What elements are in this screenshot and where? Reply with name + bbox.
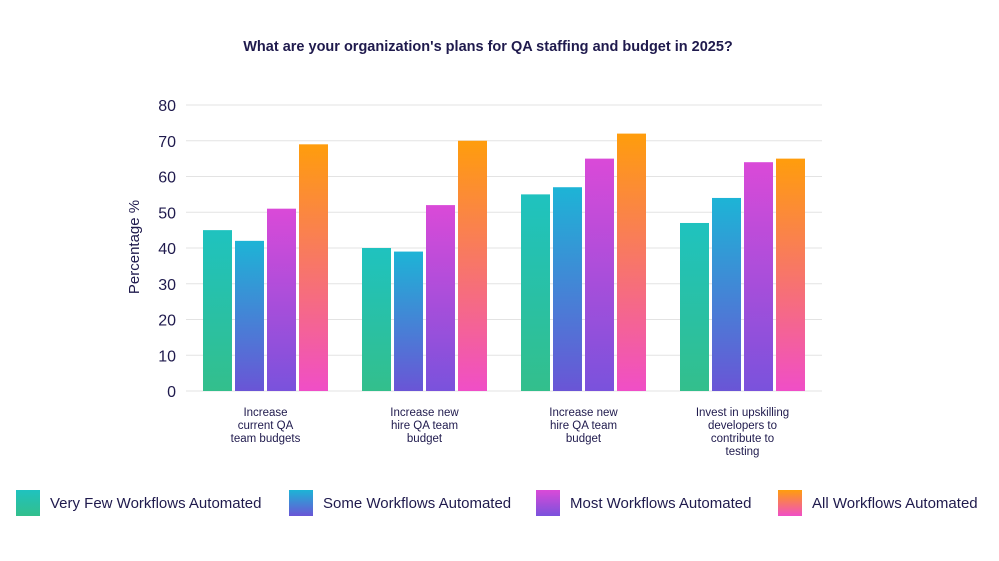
bar-all-workflows-automated-3 bbox=[776, 158, 805, 391]
bars bbox=[203, 133, 805, 391]
bar-some-workflows-automated-2 bbox=[553, 187, 582, 391]
bar-very-few-workflows-automated-1 bbox=[362, 248, 391, 391]
bar-most-workflows-automated-2 bbox=[585, 158, 614, 391]
category-label: Invest in upskilling developers to contrib… bbox=[696, 407, 789, 458]
legend-label: Very Few Workflows Automated bbox=[50, 495, 261, 512]
y-tick-label: 10 bbox=[158, 348, 176, 365]
legend-label: Some Workflows Automated bbox=[323, 495, 511, 512]
bar-most-workflows-automated-3 bbox=[744, 162, 773, 391]
legend-swatch bbox=[536, 490, 560, 516]
x-axis-categories: Increase current QA team budgets Increase n… bbox=[231, 407, 790, 458]
legend-label: Most Workflows Automated bbox=[570, 495, 751, 512]
legend-swatch bbox=[778, 490, 802, 516]
bar-all-workflows-automated-1 bbox=[458, 140, 487, 391]
category-label: Increase new hire QA team budget bbox=[549, 407, 618, 445]
category-label: Increase current QA team budgets bbox=[231, 407, 301, 445]
bar-all-workflows-automated-2 bbox=[617, 133, 646, 391]
chart-title: What are your organization's plans for Q… bbox=[243, 39, 733, 55]
bar-most-workflows-automated-1 bbox=[426, 205, 455, 391]
category-label: Increase new hire QA team budget bbox=[390, 407, 459, 445]
bar-some-workflows-automated-0 bbox=[235, 240, 264, 391]
bar-very-few-workflows-automated-2 bbox=[521, 194, 550, 391]
y-tick-label: 80 bbox=[158, 98, 176, 115]
legend: Very Few Workflows Automated Some Workflo… bbox=[16, 490, 978, 516]
legend-label: All Workflows Automated bbox=[812, 495, 978, 512]
y-axis-label: Percentage % bbox=[126, 200, 143, 294]
y-tick-label: 60 bbox=[158, 170, 176, 187]
legend-swatch bbox=[289, 490, 313, 516]
y-tick-label: 50 bbox=[158, 205, 176, 222]
bar-all-workflows-automated-0 bbox=[299, 144, 328, 391]
y-tick-label: 20 bbox=[158, 313, 176, 330]
bar-very-few-workflows-automated-0 bbox=[203, 230, 232, 391]
bar-very-few-workflows-automated-3 bbox=[680, 222, 709, 391]
y-axis-ticks: 0 10 20 30 40 50 60 70 80 bbox=[158, 98, 176, 401]
y-tick-label: 30 bbox=[158, 277, 176, 294]
bar-most-workflows-automated-0 bbox=[267, 208, 296, 391]
y-tick-label: 40 bbox=[158, 241, 176, 258]
y-tick-label: 70 bbox=[158, 134, 176, 151]
bar-some-workflows-automated-1 bbox=[394, 251, 423, 391]
y-tick-label: 0 bbox=[167, 384, 176, 401]
bar-some-workflows-automated-3 bbox=[712, 197, 741, 391]
legend-swatch bbox=[16, 490, 40, 516]
